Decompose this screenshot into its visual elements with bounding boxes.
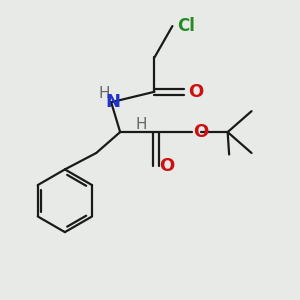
Text: Cl: Cl	[177, 17, 195, 35]
Text: H: H	[98, 86, 110, 101]
Text: O: O	[188, 83, 203, 101]
Text: N: N	[105, 93, 120, 111]
Text: O: O	[160, 158, 175, 175]
Text: H: H	[135, 117, 147, 132]
Text: O: O	[193, 123, 208, 141]
